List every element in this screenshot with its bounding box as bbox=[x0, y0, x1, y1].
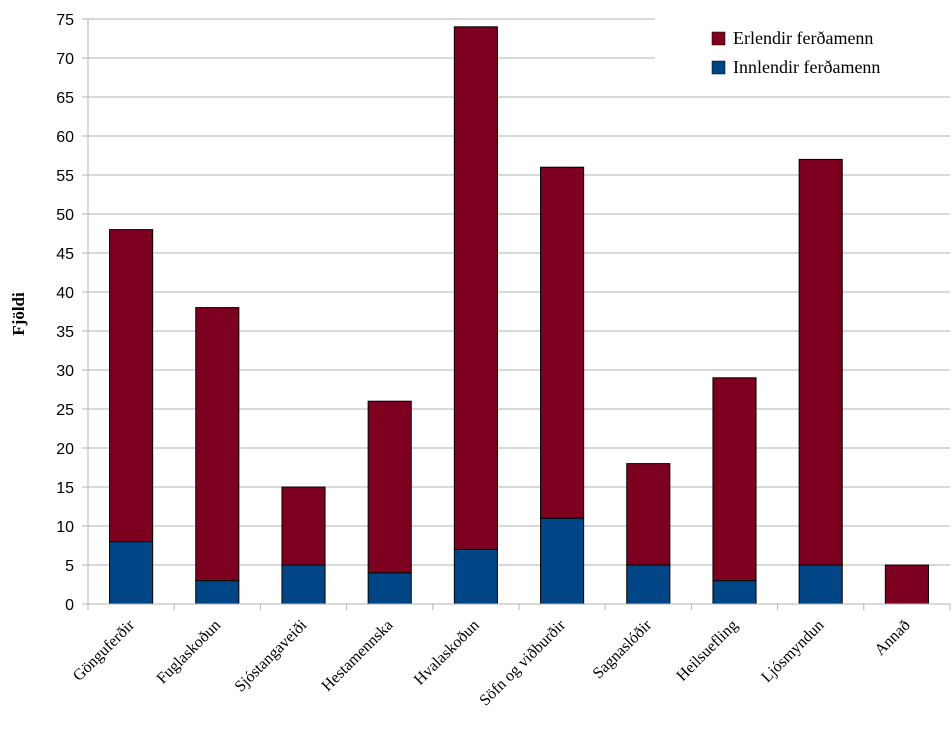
bars bbox=[109, 26, 929, 605]
legend-swatch bbox=[711, 31, 726, 46]
y-tick-label: 40 bbox=[56, 285, 74, 302]
y-tick-label: 0 bbox=[65, 597, 74, 614]
x-tick-label: Annað bbox=[872, 617, 914, 659]
bar-innlendir-1 bbox=[109, 541, 154, 605]
y-tick-label: 60 bbox=[56, 129, 74, 146]
bar-innlendir-9 bbox=[798, 564, 843, 605]
bar-innlendir-5 bbox=[453, 548, 498, 605]
x-tick-label: Söfn og viðburðir bbox=[476, 616, 569, 709]
legend: Erlendir ferðamenn Innlendir ferðamenn bbox=[711, 28, 880, 77]
y-tick-labels: 0 5 10 15 20 25 30 35 40 45 50 55 60 65 70 75 bbox=[56, 12, 74, 614]
bar-innlendir-6 bbox=[540, 517, 585, 605]
bar-erlendir-9 bbox=[798, 158, 843, 566]
y-tick-label: 45 bbox=[56, 246, 74, 263]
legend-label: Erlendir ferðamenn bbox=[733, 28, 873, 48]
x-tick-label: Ljósmyndun bbox=[758, 617, 827, 686]
y-tick-label: 30 bbox=[56, 363, 74, 380]
x-tick-label: Sagnaslóðir bbox=[590, 616, 656, 682]
bar-erlendir-2 bbox=[195, 307, 240, 582]
bar-erlendir-8 bbox=[712, 377, 757, 582]
y-axis-title: Fjöldi bbox=[9, 292, 28, 336]
y-tick-label: 15 bbox=[56, 480, 74, 497]
legend-label: Innlendir ferðamenn bbox=[733, 57, 880, 77]
axes bbox=[87, 19, 951, 610]
bar-innlendir-7 bbox=[626, 564, 671, 605]
bar-erlendir-10 bbox=[884, 564, 929, 605]
x-tick-label: Gönguferðir bbox=[70, 616, 138, 684]
bar-erlendir-7 bbox=[626, 463, 671, 566]
bar-innlendir-3 bbox=[281, 564, 326, 605]
bar-erlendir-1 bbox=[109, 229, 154, 543]
y-tick-label: 20 bbox=[56, 441, 74, 458]
bar-erlendir-6 bbox=[540, 166, 585, 519]
bar-erlendir-5 bbox=[453, 26, 498, 550]
y-tick-label: 25 bbox=[56, 402, 74, 419]
x-tick-label: Hvalaskoðun bbox=[411, 617, 483, 689]
x-tick-labels: Gönguferðir Fuglaskoðun Sjóstangaveiði Hest… bbox=[70, 616, 914, 709]
bar-erlendir-3 bbox=[281, 486, 326, 566]
y-tick-label: 35 bbox=[56, 324, 74, 341]
y-tick-label: 5 bbox=[65, 558, 74, 575]
x-tick-label: Hestamennska bbox=[319, 617, 397, 695]
x-tick-label: Sjóstangaveiði bbox=[232, 616, 311, 695]
x-tick-label: Heilsuefling bbox=[673, 617, 741, 685]
y-tick-label: 70 bbox=[56, 51, 74, 68]
y-tick-label: 10 bbox=[56, 519, 74, 536]
bar-innlendir-4 bbox=[367, 572, 412, 605]
bar-erlendir-4 bbox=[367, 400, 412, 574]
x-tick-label: Fuglaskoðun bbox=[154, 617, 224, 687]
legend-swatch bbox=[711, 60, 726, 75]
bar-innlendir-8 bbox=[712, 580, 757, 605]
y-tick-label: 65 bbox=[56, 90, 74, 107]
y-tick-label: 50 bbox=[56, 207, 74, 224]
y-tick-label: 55 bbox=[56, 168, 74, 185]
bar-innlendir-2 bbox=[195, 580, 240, 605]
y-tick-label: 75 bbox=[56, 12, 74, 29]
